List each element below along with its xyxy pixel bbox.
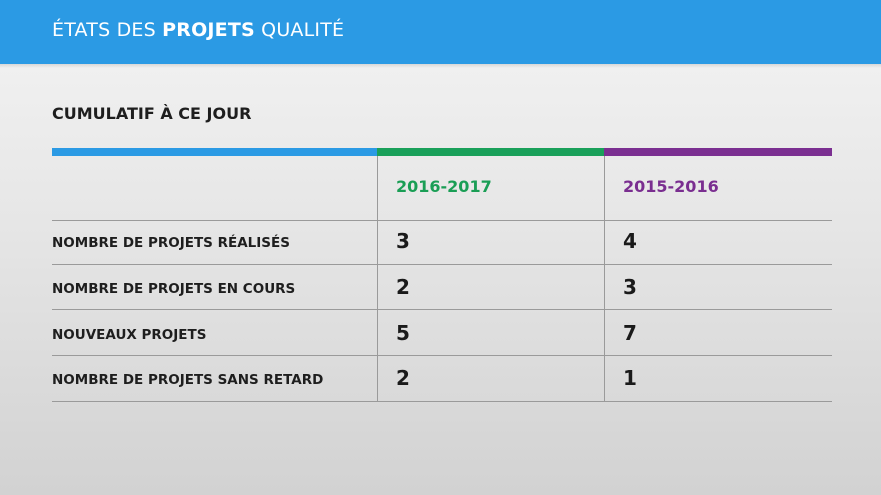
header-bar-purple (604, 148, 832, 156)
row-divider (52, 264, 832, 265)
page-title: ÉTATS DES PROJETS QUALITÉ (52, 19, 344, 41)
column-divider-2 (604, 156, 605, 402)
cell-projets-en-cours-2015-2016: 3 (623, 275, 637, 299)
row-label-projets-sans-retard: NOMBRE DE PROJETS SANS RETARD (52, 372, 324, 388)
cell-projets-realises-2015-2016: 4 (623, 229, 637, 253)
row-divider (52, 355, 832, 356)
column-header-2016-2017: 2016-2017 (396, 177, 492, 196)
cell-projets-realises-2016-2017: 3 (396, 229, 410, 253)
row-label-projets-en-cours: NOMBRE DE PROJETS EN COURS (52, 281, 296, 297)
cell-projets-sans-retard-2016-2017: 2 (396, 366, 410, 390)
row-label-nouveaux-projets: NOUVEAUX PROJETS (52, 327, 207, 343)
cell-projets-en-cours-2016-2017: 2 (396, 275, 410, 299)
section-title: CUMULATIF À CE JOUR (52, 104, 252, 123)
row-divider (52, 220, 832, 221)
row-divider (52, 401, 832, 402)
page-title-part2: QUALITÉ (254, 19, 345, 41)
header-bar-blue (52, 148, 377, 156)
cell-projets-sans-retard-2015-2016: 1 (623, 366, 637, 390)
row-divider (52, 309, 832, 310)
header-bar-green (377, 148, 604, 156)
row-label-projets-realises: NOMBRE DE PROJETS RÉALISÉS (52, 235, 290, 251)
page-title-bold: PROJETS (162, 19, 255, 41)
cell-nouveaux-projets-2016-2017: 5 (396, 321, 410, 345)
header-bar: ÉTATS DES PROJETS QUALITÉ (0, 0, 881, 64)
page-title-part1: ÉTATS DES (52, 19, 163, 41)
header-shadow (0, 64, 881, 68)
column-header-2015-2016: 2015-2016 (623, 177, 719, 196)
column-divider-1 (377, 156, 378, 402)
cell-nouveaux-projets-2015-2016: 7 (623, 321, 637, 345)
